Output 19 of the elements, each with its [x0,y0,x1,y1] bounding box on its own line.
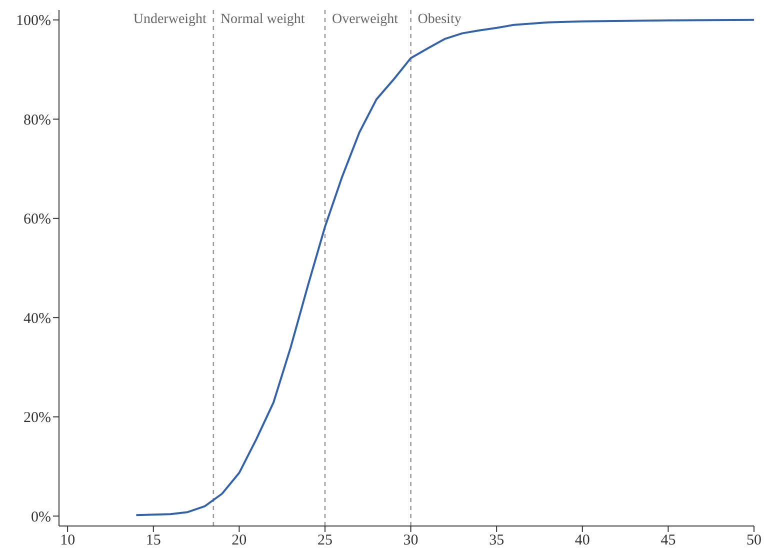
y-tick-label: 80% [24,112,51,128]
annotation: Overweight [332,12,398,27]
x-tick-label: 50 [746,532,762,549]
x-tick-label: 45 [660,532,676,549]
annotation: Underweight [133,12,207,27]
annotation: Obesity [418,12,462,27]
y-tick-label: 0% [31,509,51,526]
x-tick-label: 20 [232,532,247,549]
annotation: Normal weight [220,12,305,27]
x-tick-label: 25 [317,532,332,549]
x-tick-label: 30 [403,532,418,549]
x-tick-label: 15 [146,532,161,549]
y-tick-label: 100% [16,13,51,30]
x-tick-label: 40 [574,532,590,549]
y-tick-label: 40% [24,310,51,327]
y-tick-label: 60% [24,212,51,228]
x-tick-label: 35 [489,532,504,549]
y-tick-label: 20% [24,410,51,426]
x-tick-label: 10 [60,532,76,549]
